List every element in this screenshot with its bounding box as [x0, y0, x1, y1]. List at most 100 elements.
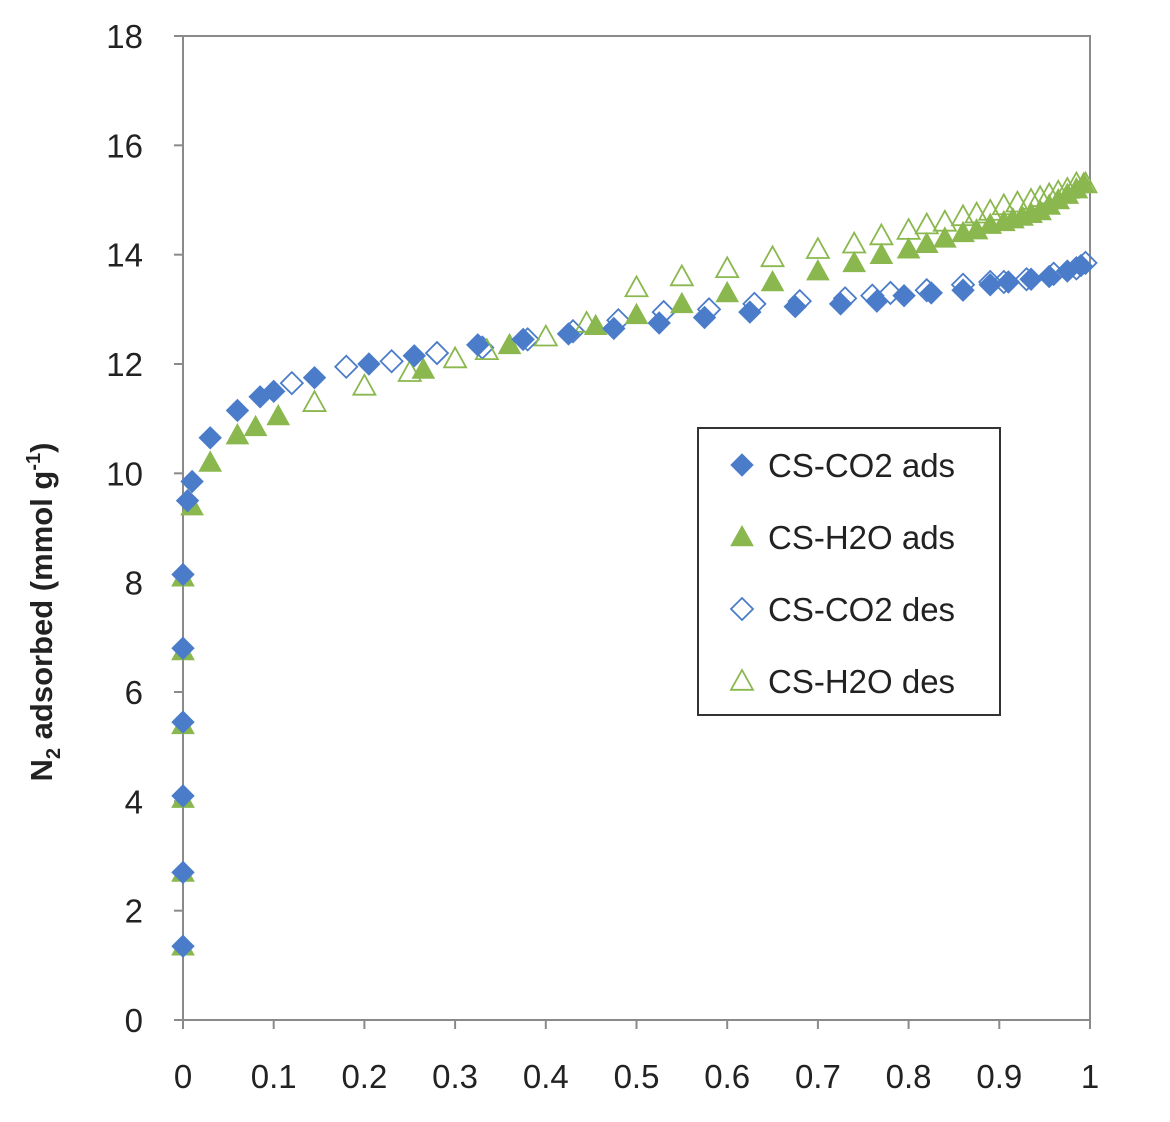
data-point — [533, 323, 559, 347]
data-point — [842, 250, 867, 273]
y-axis-label: N2 adsorbed (mmol g-1) — [23, 443, 65, 782]
data-point — [556, 322, 581, 346]
data-point — [442, 345, 468, 369]
x-tick-label: 1 — [1081, 1058, 1099, 1095]
data-point — [865, 289, 889, 313]
y-axis-label-subscript: 2 — [43, 748, 65, 759]
data-point — [171, 934, 195, 958]
data-point — [171, 710, 195, 734]
y-tick-label: 14 — [106, 237, 143, 274]
x-tick-label: 0.6 — [704, 1058, 750, 1095]
data-point — [670, 291, 694, 314]
y-axis-tick-labels: 0 2 4 6 8 10 12 14 16 18 — [106, 18, 143, 1039]
data-point — [379, 348, 404, 374]
data-point — [175, 488, 200, 513]
data-point — [714, 255, 740, 279]
data-point — [624, 302, 649, 325]
x-tick-label: 0.3 — [432, 1058, 478, 1095]
legend-label: CS-H2O des — [768, 663, 955, 700]
y-tick-label: 16 — [106, 127, 143, 164]
data-point — [402, 344, 426, 368]
data-point — [1004, 189, 1030, 213]
legend-marker — [729, 668, 755, 691]
y-axis-label-end: ) — [24, 443, 59, 453]
data-point — [171, 636, 195, 660]
data-point — [302, 365, 327, 390]
legend: CS-CO2 ads CS-H2O ads CS-CO2 des CS-H2O des — [697, 427, 1001, 716]
x-tick-label: 0.4 — [523, 1058, 569, 1095]
data-point — [669, 263, 695, 287]
y-tick-label: 6 — [125, 674, 143, 711]
legend-box — [697, 427, 1001, 716]
data-point — [806, 259, 830, 281]
legend-label: CS-H2O ads — [768, 519, 955, 556]
data-point — [357, 352, 381, 376]
data-point — [1071, 171, 1096, 193]
y-tick-label: 8 — [125, 565, 143, 602]
series-cs-co2-ads — [171, 253, 1093, 958]
data-point — [266, 403, 291, 426]
data-point — [919, 281, 943, 305]
data-point — [914, 231, 939, 254]
x-axis-tick-labels: 0 0.1 0.2 0.3 0.4 0.5 0.6 0.7 0.8 0.9 1 — [174, 1058, 1099, 1095]
data-point — [225, 398, 250, 423]
data-point — [333, 354, 359, 380]
x-tick-label: 0.8 — [886, 1058, 932, 1095]
y-tick-label: 0 — [125, 1002, 143, 1039]
legend-label: CS-CO2 ads — [768, 447, 955, 484]
data-point — [715, 280, 740, 303]
data-point — [301, 389, 328, 412]
data-point — [279, 370, 305, 396]
data-point — [896, 237, 921, 259]
data-point — [805, 236, 831, 259]
data-point — [892, 283, 916, 308]
data-point — [647, 311, 671, 335]
x-tick-label: 0.5 — [614, 1058, 660, 1095]
data-point — [171, 784, 195, 808]
y-tick-label: 12 — [106, 346, 143, 383]
data-point — [261, 379, 286, 404]
y-tick-label: 4 — [125, 783, 143, 820]
legend-items: CS-CO2 ads CS-H2O ads CS-CO2 des CS-H2O des — [729, 447, 955, 700]
x-tick-label: 0.1 — [251, 1058, 297, 1095]
data-point — [996, 270, 1021, 294]
data-point — [466, 333, 490, 357]
x-axis-ticks — [182, 1020, 1091, 1029]
y-axis-label-main: N — [24, 759, 59, 781]
data-point — [497, 332, 522, 355]
x-tick-label: 0.2 — [341, 1058, 387, 1095]
data-point — [511, 327, 535, 352]
legend-label: CS-CO2 des — [768, 591, 955, 628]
data-point — [978, 273, 1002, 297]
data-point — [397, 359, 423, 382]
legend-marker — [730, 524, 754, 547]
data-point — [869, 242, 894, 264]
data-point — [878, 280, 903, 306]
data-point — [171, 562, 195, 587]
data-point — [623, 274, 650, 298]
y-tick-label: 10 — [106, 455, 143, 492]
x-tick-label: 0.9 — [976, 1058, 1022, 1095]
y-axis-label-middle: adsorbed (mmol g — [24, 471, 59, 748]
data-point — [738, 300, 762, 324]
data-point — [933, 226, 957, 248]
data-point — [424, 340, 450, 366]
data-point — [602, 316, 626, 341]
data-point — [1037, 264, 1061, 289]
data-point — [760, 244, 786, 268]
data-point — [1069, 253, 1093, 278]
data-series — [171, 170, 1098, 958]
data-point — [198, 450, 223, 472]
y-tick-label: 2 — [125, 893, 143, 930]
data-point — [411, 357, 436, 379]
x-tick-label: 0.7 — [795, 1058, 841, 1095]
data-point — [171, 860, 195, 885]
data-point — [351, 373, 377, 396]
x-tick-label: 0 — [174, 1058, 192, 1095]
data-point — [783, 294, 807, 319]
data-point — [692, 305, 717, 330]
y-tick-label: 18 — [106, 18, 143, 55]
data-point — [1019, 267, 1043, 291]
data-point — [225, 423, 250, 445]
